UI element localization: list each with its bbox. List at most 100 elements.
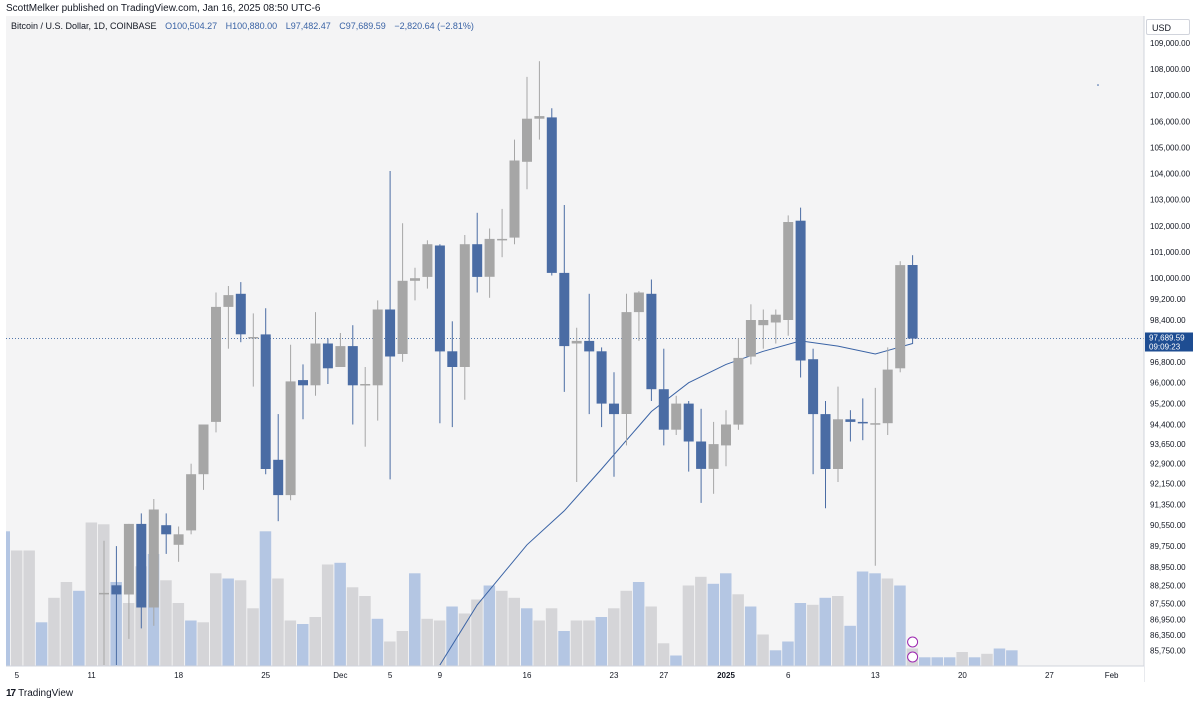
volume-bar	[894, 585, 906, 666]
price-tick-label: 86,350.00	[1150, 631, 1186, 640]
volume-bar	[297, 624, 309, 666]
volume-bar	[160, 580, 172, 667]
volume-bar	[85, 522, 98, 666]
candle-body	[808, 359, 819, 415]
price-tick-label: 96,000.00	[1150, 379, 1186, 388]
volume-bar	[881, 578, 894, 666]
time-tick-label: 23	[610, 671, 619, 680]
candle-body	[745, 320, 756, 357]
volume-bar	[695, 576, 707, 667]
footer-bar	[0, 684, 1199, 704]
candle-body	[584, 340, 595, 352]
time-tick-label: 5	[388, 671, 393, 680]
volume-bar	[321, 564, 334, 666]
candle-body	[509, 160, 520, 238]
volume-bar	[769, 650, 782, 667]
last-price-value: 97,689.59	[1149, 334, 1185, 343]
candle-body	[497, 238, 508, 241]
price-tick-label: 89,750.00	[1150, 542, 1186, 551]
candle-body	[111, 585, 122, 595]
price-tick-label: 91,350.00	[1150, 500, 1186, 509]
price-tick-label: 93,650.00	[1150, 440, 1186, 449]
tradingview-logo[interactable]: 17 TradingView	[6, 688, 73, 699]
candle-body	[385, 309, 396, 357]
candle-body	[136, 523, 147, 608]
currency-selector[interactable]: USD	[1146, 19, 1190, 35]
candle-body	[472, 244, 483, 277]
candle-body	[882, 369, 893, 424]
volume-bar	[794, 603, 807, 666]
candle-body	[845, 419, 856, 422]
volume-bar	[496, 590, 508, 667]
volume-bar	[533, 620, 545, 666]
volume-bar	[757, 634, 769, 666]
price-tick-label: 85,750.00	[1150, 647, 1186, 656]
price-tick-label: 108,000.00	[1150, 65, 1191, 74]
price-tick-label: 102,000.00	[1150, 222, 1191, 231]
volume-bar	[371, 618, 384, 667]
price-chart[interactable]: 109,000.00 108,000.00 107,000.00 106,000.00…	[6, 16, 1194, 682]
volume-bar	[956, 652, 968, 666]
publisher-text: ScottMelker published on TradingView.com…	[6, 3, 321, 14]
candle-body	[721, 424, 731, 446]
volume-bar	[73, 590, 85, 667]
symbol-legend[interactable]: Bitcoin / U.S. Dollar, 1D, COINBASE O100…	[11, 21, 474, 31]
candle-body	[484, 238, 495, 277]
volume-bar	[807, 604, 819, 666]
candle-body	[434, 245, 445, 352]
candle-body	[646, 293, 657, 390]
legend-open: O100,504.27	[165, 21, 218, 31]
volume-bar	[433, 620, 446, 666]
price-tick-label: 104,000.00	[1150, 170, 1191, 179]
candle-body	[410, 278, 420, 281]
candle-body	[372, 309, 383, 386]
time-tick-label: 27	[1045, 671, 1054, 680]
volume-bar	[247, 608, 259, 667]
candle-body	[795, 220, 806, 361]
volume-bar	[608, 608, 620, 667]
volume-bar	[346, 587, 359, 667]
price-tick-label: 107,000.00	[1150, 91, 1191, 100]
volume-bar	[720, 573, 732, 667]
candle-body	[123, 523, 134, 595]
candle-body	[310, 343, 321, 386]
price-tick-label: 95,200.00	[1150, 400, 1186, 409]
price-tick-label: 90,550.00	[1150, 521, 1186, 530]
candle-body	[534, 116, 545, 119]
volume-bar	[1006, 650, 1018, 667]
candle-body	[820, 414, 831, 469]
volume-bar	[334, 562, 346, 667]
candle-body	[633, 292, 644, 313]
volume-bar	[210, 573, 222, 667]
price-tick-label: 103,000.00	[1150, 196, 1191, 205]
volume-bar	[620, 590, 632, 667]
volume-bar	[570, 620, 583, 666]
candle-body	[696, 441, 707, 469]
candle-body	[248, 337, 259, 339]
volume-bar	[508, 597, 520, 667]
candle-body	[235, 293, 246, 335]
volume-bar	[632, 582, 645, 666]
candle-body	[546, 117, 557, 273]
volume-bar	[185, 620, 197, 666]
countdown-timer: 09:09:23	[1149, 343, 1181, 352]
time-tick-label: 18	[174, 671, 183, 680]
volume-bar	[396, 631, 409, 666]
volume-bar	[172, 603, 185, 666]
candle-body	[273, 459, 284, 496]
tradingview-brand: TradingView	[18, 688, 74, 699]
candle-layer	[99, 61, 918, 665]
volume-bar	[583, 620, 595, 666]
volume-bar	[409, 573, 421, 667]
time-tick-label: 13	[871, 671, 880, 680]
volume-bar	[856, 571, 869, 666]
volume-bar	[968, 657, 981, 667]
candle-body	[285, 381, 296, 496]
candle-body	[322, 343, 333, 369]
time-tick-label: Dec	[333, 671, 347, 680]
legend-close: C97,689.59	[339, 21, 386, 31]
candle-body	[335, 346, 346, 367]
candle-body	[609, 403, 619, 415]
time-tick-label: 16	[523, 671, 532, 680]
volume-bar	[521, 608, 533, 667]
